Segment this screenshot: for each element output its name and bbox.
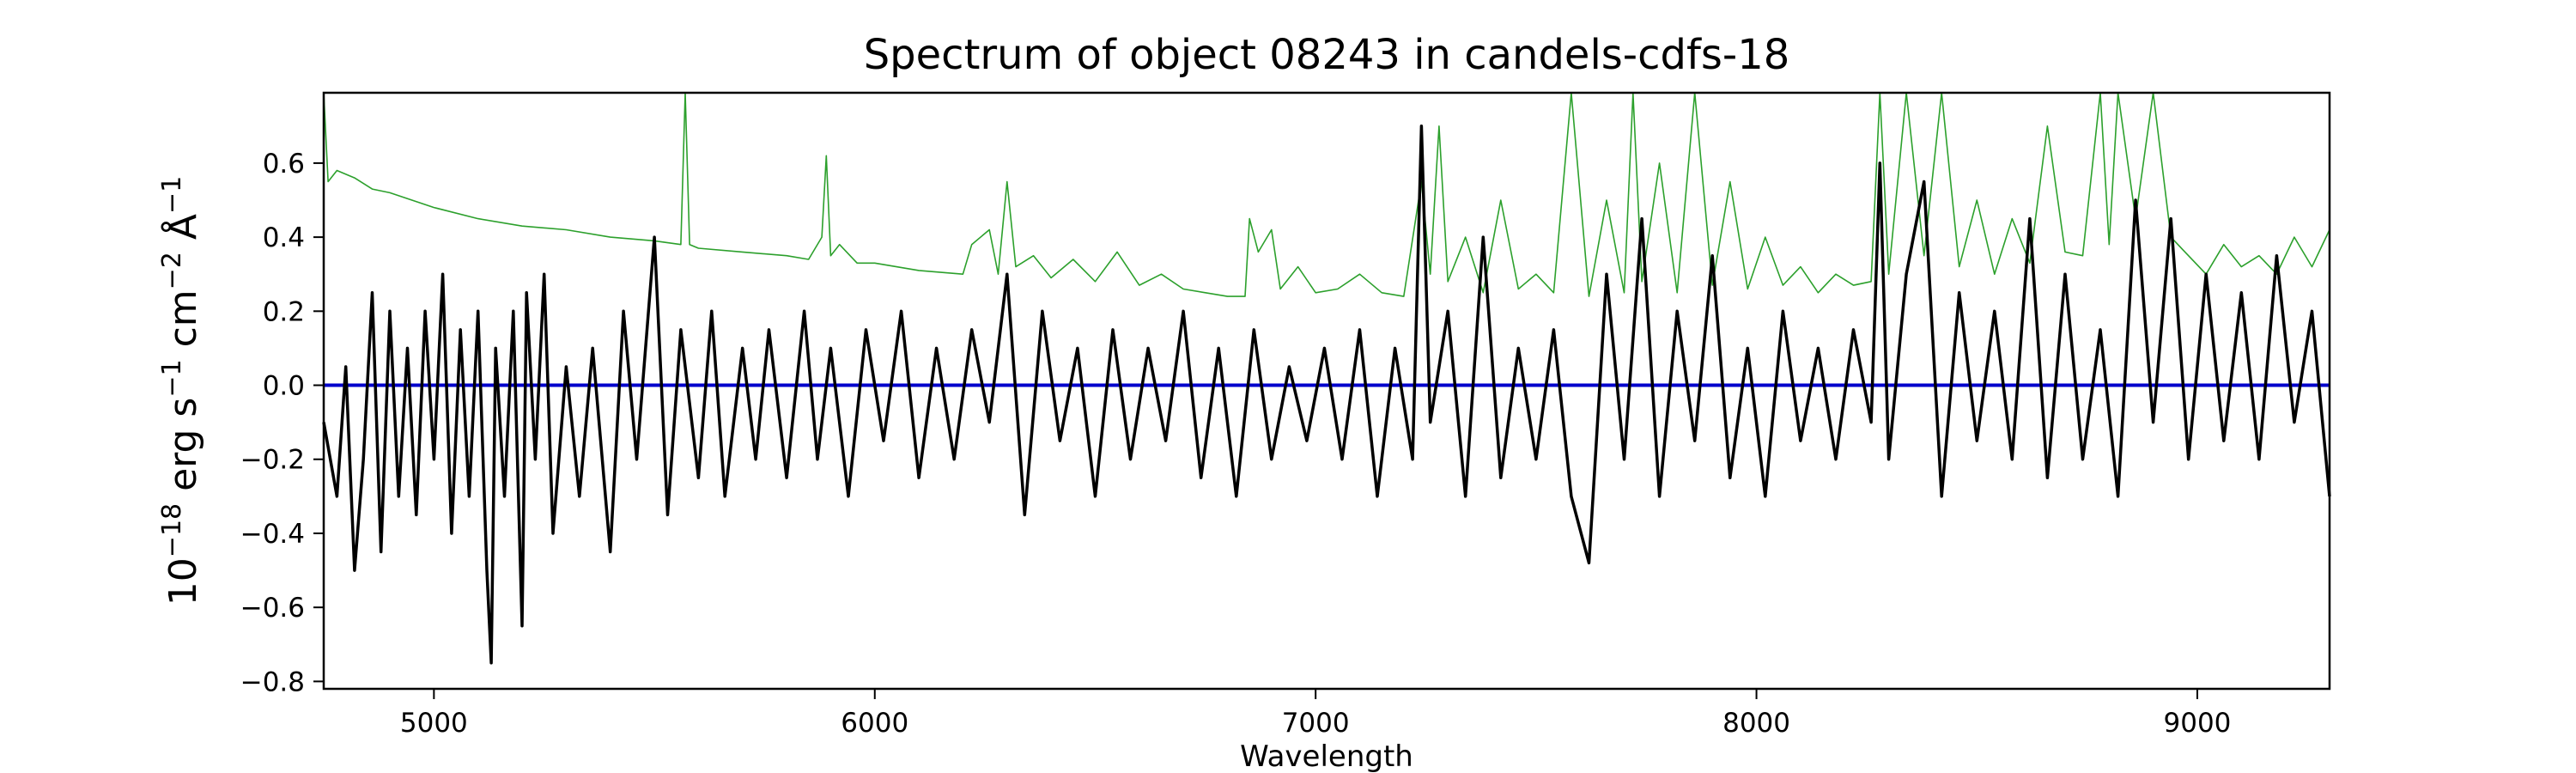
x-tick-label: 7000 bbox=[1282, 708, 1350, 739]
y-axis-label-exp-3: −1 bbox=[157, 176, 187, 214]
y-axis-label-unit-1: erg s bbox=[161, 398, 205, 503]
series-line-error bbox=[323, 92, 2330, 297]
y-axis-label: 10−18 erg s−1 cm−2 Å−1 bbox=[157, 176, 205, 606]
y-axis-label-exp-1: −1 bbox=[157, 359, 187, 397]
plot-area bbox=[322, 91, 2331, 691]
series-layer bbox=[322, 92, 2331, 665]
y-tick-label: −0.2 bbox=[240, 445, 305, 476]
y-axis-label-exp: −18 bbox=[157, 503, 187, 557]
x-tick-label: 5000 bbox=[400, 708, 468, 739]
y-tick-label: 0.2 bbox=[263, 296, 305, 327]
y-tick-label: 0.6 bbox=[263, 149, 305, 180]
y-tick-label: −0.4 bbox=[240, 519, 305, 550]
x-axis-label: Wavelength bbox=[1240, 740, 1413, 773]
y-axis-label-base: 10 bbox=[161, 557, 205, 606]
x-tick-label: 9000 bbox=[2164, 708, 2232, 739]
y-axis-label-unit-2: cm bbox=[161, 289, 205, 359]
x-axis-ticks: 5000 6000 7000 8000 9000 bbox=[400, 689, 2232, 739]
y-tick-label: 0.4 bbox=[263, 222, 305, 253]
series-line-flux bbox=[322, 125, 2331, 665]
y-tick-label: −0.6 bbox=[240, 593, 305, 624]
y-axis-label-exp-2: −2 bbox=[157, 252, 187, 289]
chart-title: Spectrum of object 08243 in candels-cdfs… bbox=[864, 31, 1790, 79]
plot-frame bbox=[322, 91, 2331, 691]
x-tick-label: 6000 bbox=[841, 708, 908, 739]
y-tick-label: 0.0 bbox=[263, 371, 305, 402]
y-axis-label-unit-3: Å bbox=[160, 214, 205, 252]
y-tick-label: −0.8 bbox=[240, 666, 305, 697]
y-axis-ticks: −0.8 −0.6 −0.4 −0.2 0.0 0.2 0.4 0.6 bbox=[240, 149, 324, 697]
x-tick-label: 8000 bbox=[1722, 708, 1790, 739]
